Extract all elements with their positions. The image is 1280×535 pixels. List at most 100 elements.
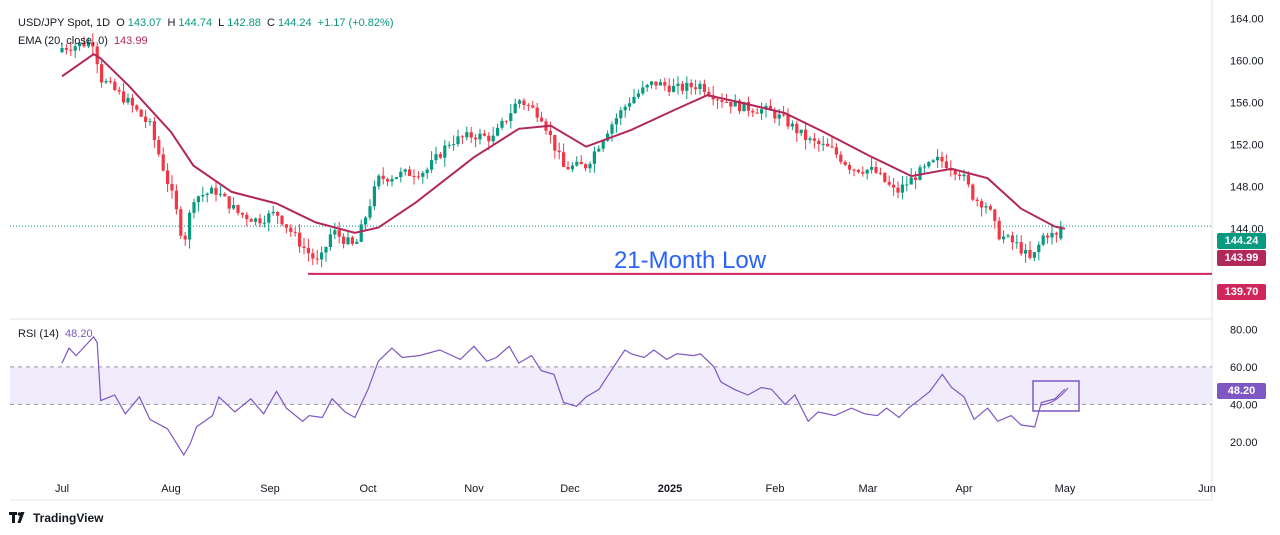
tradingview-brand: TradingView: [33, 511, 104, 525]
change-value: +1.17 (+0.82%): [317, 17, 394, 29]
candle-body: [742, 101, 746, 112]
candle-body: [82, 42, 86, 47]
candle-body: [786, 114, 790, 127]
candle-body: [698, 83, 702, 90]
candle-body: [610, 124, 614, 134]
candle-body: [1050, 232, 1054, 238]
candle-body: [997, 220, 1001, 240]
candle-body: [570, 165, 574, 170]
candle-body: [487, 135, 491, 142]
candle-body: [874, 166, 878, 173]
time-tick-label: Apr: [955, 483, 972, 495]
candle-body: [654, 81, 658, 86]
candle-body: [922, 166, 926, 168]
candle-body: [139, 109, 143, 117]
candle-body: [218, 193, 222, 195]
candle-body: [689, 82, 693, 88]
rsi-band-fill: [10, 366, 1212, 405]
candle-body: [276, 211, 280, 216]
candle-body: [298, 232, 302, 247]
candle-body: [210, 187, 214, 194]
candle-body: [768, 105, 772, 111]
candle-body: [394, 177, 398, 179]
time-tick-label: Sep: [260, 483, 280, 495]
low-label: L: [218, 17, 225, 29]
candle-body: [302, 246, 306, 249]
candle-body: [73, 46, 77, 51]
candle-body: [359, 224, 363, 242]
candle-body: [456, 136, 460, 145]
candle-body: [645, 84, 649, 88]
candle-body: [870, 166, 874, 170]
candle-body: [817, 140, 821, 145]
time-tick-label: Aug: [161, 483, 181, 495]
candle-body: [1032, 252, 1036, 258]
candle-body: [658, 82, 662, 86]
candle-body: [157, 139, 161, 155]
last-price-tag: 144.24: [1217, 233, 1266, 249]
tradingview-logo-icon: [9, 512, 25, 523]
candle-body: [482, 133, 486, 136]
candle-body: [1059, 226, 1063, 239]
candle-body: [381, 175, 385, 180]
price-tick-label: 160.00: [1230, 56, 1264, 68]
candle-body: [1054, 232, 1058, 235]
candle-body: [284, 224, 288, 228]
time-tick-label: Dec: [560, 483, 580, 495]
candle-body: [597, 148, 601, 152]
candle-body: [135, 105, 139, 110]
candle-body: [548, 130, 552, 135]
price-tick-label: 164.00: [1230, 14, 1264, 26]
candle-body: [694, 87, 698, 90]
candle-body: [1024, 250, 1028, 254]
candle-body: [254, 218, 258, 222]
rsi-series: [61, 335, 1066, 457]
candle-body: [777, 114, 781, 119]
candle-body: [320, 252, 324, 260]
candle-body: [174, 190, 178, 210]
candle-body: [738, 100, 742, 112]
support-price-tag: 139.70: [1217, 284, 1266, 300]
candle-body: [1006, 235, 1010, 237]
candle-body: [126, 97, 130, 103]
rsi-tick-label: 80.00: [1230, 324, 1258, 336]
candle-body: [914, 177, 918, 180]
time-tick-label: Jul: [55, 483, 69, 495]
candle-body: [812, 138, 816, 141]
candle-body: [460, 136, 464, 138]
candle-body: [496, 127, 500, 136]
rsi-tick-label: 40.00: [1230, 399, 1258, 411]
candle-body: [984, 206, 988, 208]
candle-body: [122, 91, 126, 103]
candle-body: [205, 193, 209, 195]
candle-body: [887, 181, 891, 185]
rsi-tick-label: 60.00: [1230, 362, 1258, 374]
candle-body: [214, 187, 218, 195]
candle-body: [240, 212, 244, 215]
candle-body: [1037, 244, 1041, 253]
candle-body: [513, 103, 517, 114]
candle-body: [795, 123, 799, 134]
candle-body: [830, 146, 834, 148]
candle-body: [170, 183, 174, 191]
candle-body: [390, 178, 394, 182]
price-tick-label: 144.00: [1230, 224, 1264, 236]
candle-body: [509, 113, 513, 121]
candle-body: [975, 199, 979, 201]
candle-body: [861, 172, 865, 174]
candle-body: [368, 206, 372, 218]
candle-body: [522, 100, 526, 106]
candle-body: [839, 154, 843, 162]
candle-body: [100, 64, 104, 83]
rsi-highlight-box: [1032, 380, 1080, 412]
candle-body: [386, 179, 390, 182]
ema-path: [61, 53, 1066, 234]
candle-body: [667, 85, 671, 92]
candle-body: [315, 258, 319, 260]
candle-body: [966, 174, 970, 185]
high-value: 144.74: [178, 17, 213, 29]
candle-body: [430, 160, 434, 170]
candle-body: [78, 42, 82, 47]
candle-body: [1019, 242, 1023, 254]
candle-body: [773, 110, 777, 119]
